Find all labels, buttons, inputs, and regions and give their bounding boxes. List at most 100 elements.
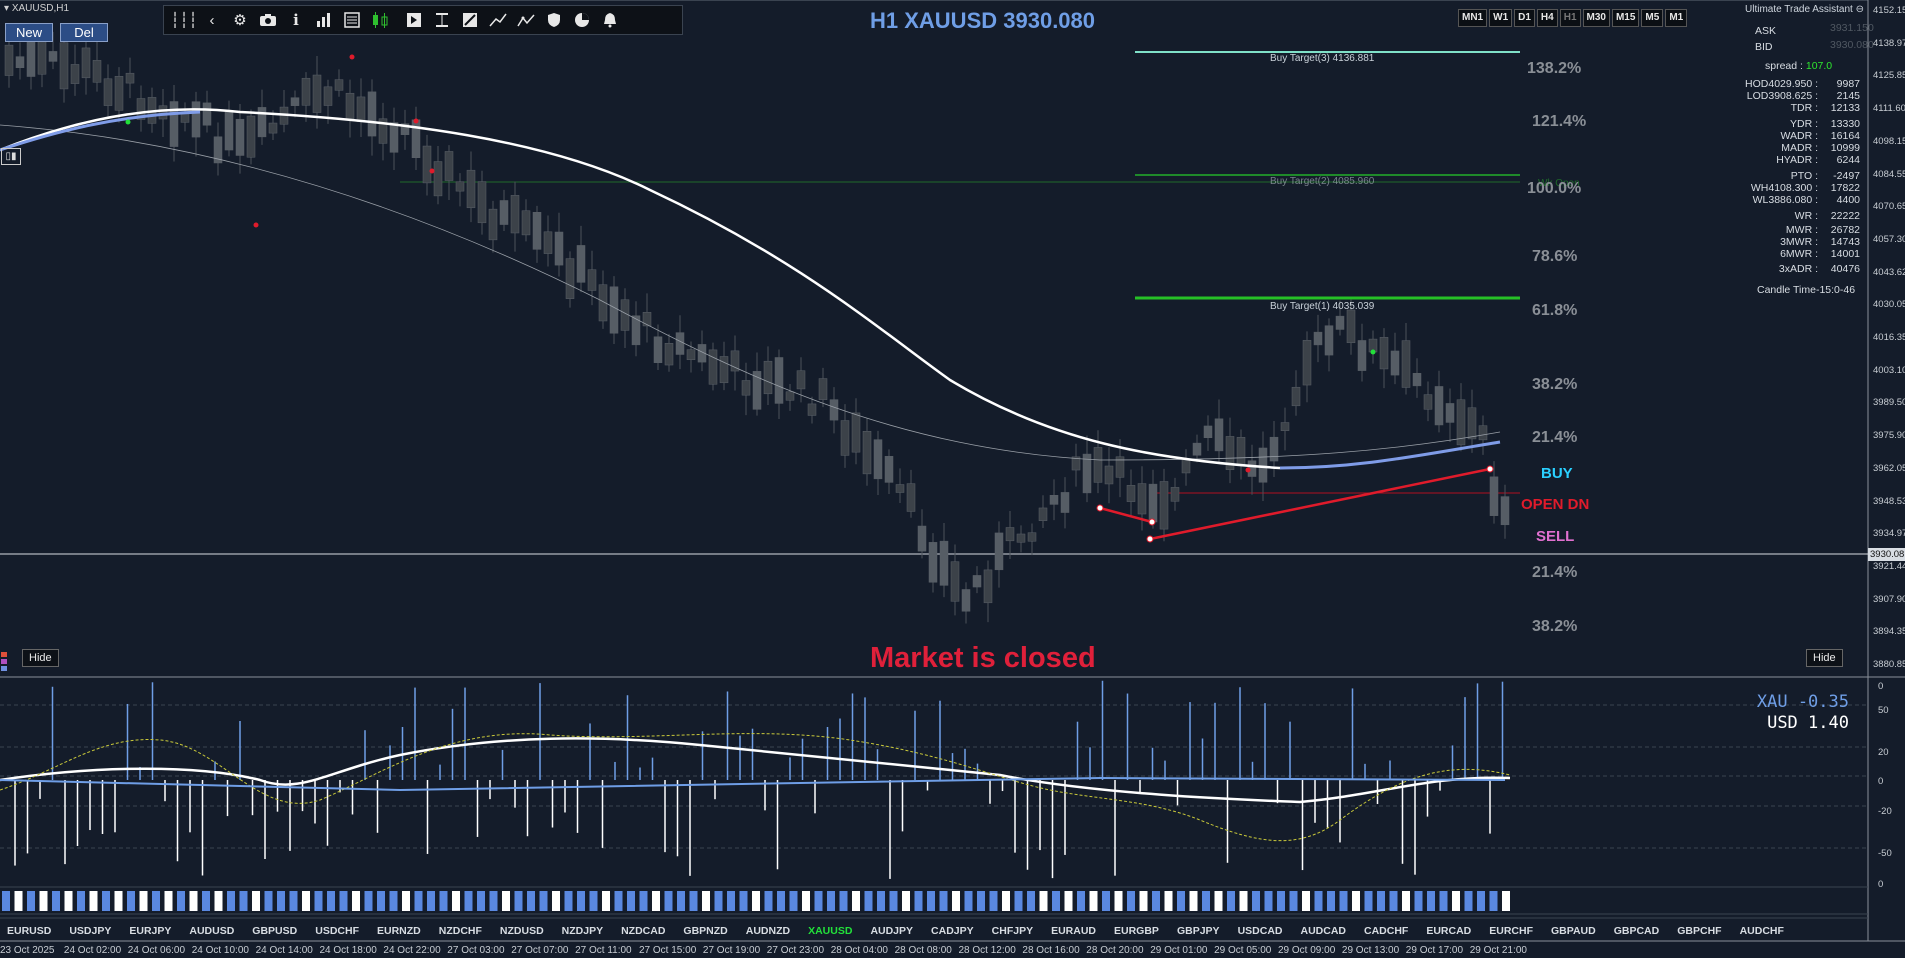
- hide-right-button[interactable]: Hide: [1806, 649, 1843, 667]
- timeframe-w1[interactable]: W1: [1489, 9, 1513, 27]
- candle-body: [444, 151, 454, 181]
- symbol-gbpcad[interactable]: GBPCAD: [1613, 925, 1660, 937]
- bell-icon[interactable]: [596, 8, 624, 32]
- candle-body: [15, 56, 25, 69]
- symbol-cadjpy[interactable]: CADJPY: [931, 925, 974, 937]
- symbol-gbpaud[interactable]: GBPAUD: [1550, 925, 1596, 937]
- timeframe-m15[interactable]: M15: [1611, 9, 1640, 27]
- candle-body: [191, 101, 201, 138]
- symbol-eurjpy[interactable]: EURJPY: [129, 925, 172, 937]
- bar-chart-icon[interactable]: [310, 8, 338, 32]
- uta-stat-label: LOD3908.625 :: [1746, 90, 1818, 102]
- timeframe-m1[interactable]: M1: [1665, 9, 1688, 27]
- strip-block: [689, 891, 698, 911]
- hide-left-button[interactable]: Hide: [22, 649, 59, 667]
- indicator-tick: -20: [1878, 806, 1892, 817]
- symbol-nzdjpy[interactable]: NZDJPY: [561, 925, 604, 937]
- candle-body: [1005, 527, 1015, 542]
- symbol-usdcad[interactable]: USDCAD: [1237, 925, 1283, 937]
- strip-block: [1027, 891, 1035, 911]
- strip-block: [227, 891, 235, 911]
- candle-body: [1412, 373, 1422, 387]
- symbol-usdchf[interactable]: USDCHF: [315, 925, 359, 937]
- candle-body: [1456, 399, 1466, 446]
- strip-block: [89, 891, 98, 911]
- candle-body: [312, 74, 322, 113]
- uta-stat-value: 16164: [1830, 130, 1860, 142]
- info-icon[interactable]: i: [293, 11, 299, 29]
- symbol-nzdusd[interactable]: NZDUSD: [499, 925, 544, 937]
- candle-body: [1269, 436, 1279, 462]
- uta-stat-value: 12133: [1830, 102, 1860, 114]
- new-button[interactable]: New: [5, 23, 53, 42]
- symbol-gbpchf[interactable]: GBPCHF: [1677, 925, 1722, 937]
- candle-body: [587, 269, 597, 291]
- back-arrow-icon[interactable]: ‹: [209, 11, 215, 29]
- symbol-audusd[interactable]: AUDUSD: [189, 925, 235, 937]
- symbol-eurusd[interactable]: EURUSD: [7, 925, 52, 937]
- timeframe-m5[interactable]: M5: [1641, 9, 1664, 27]
- timeframe-h1[interactable]: H1: [1559, 9, 1581, 27]
- candle-body: [1423, 394, 1433, 410]
- symbol-gbpjpy[interactable]: GBPJPY: [1176, 925, 1220, 937]
- timeframe-mn1[interactable]: MN1: [1458, 9, 1488, 27]
- collapse-icon[interactable]: ⊖: [1855, 4, 1864, 15]
- fib-level-label: 61.8%: [1532, 302, 1578, 319]
- candle-body: [290, 97, 300, 106]
- symbol-chfjpy[interactable]: CHFJPY: [991, 925, 1034, 937]
- trend-line-icon[interactable]: [484, 8, 512, 32]
- crosshair-box-icon[interactable]: [400, 8, 428, 32]
- symbol-eurcad[interactable]: EURCAD: [1426, 925, 1472, 937]
- zigzag-icon[interactable]: [512, 8, 540, 32]
- wk-open-label: Wk Open: [1538, 178, 1580, 189]
- symbol-usdjpy[interactable]: USDJPY: [69, 925, 112, 937]
- camera-icon[interactable]: [254, 8, 282, 32]
- candles-icon[interactable]: [366, 8, 394, 32]
- uta-stat-value: 13330: [1830, 118, 1860, 130]
- shield-icon[interactable]: [540, 8, 568, 32]
- candle-body: [1401, 340, 1411, 388]
- fib-level-label: 21.4%: [1532, 564, 1578, 581]
- strip-block: [352, 891, 360, 911]
- candle-body: [1390, 350, 1400, 376]
- gear-icon[interactable]: ⚙: [233, 12, 247, 29]
- list-icon[interactable]: [338, 8, 366, 32]
- symbol-audcad[interactable]: AUDCAD: [1300, 925, 1346, 937]
- indicator-tick: 50: [1878, 705, 1889, 716]
- symbol-audnzd[interactable]: AUDNZD: [745, 925, 791, 937]
- symbol-cadchf[interactable]: CADCHF: [1363, 925, 1409, 937]
- symbol-nzdchf[interactable]: NZDCHF: [438, 925, 482, 937]
- candle-body: [983, 569, 993, 604]
- symbol-nzdcad[interactable]: NZDCAD: [621, 925, 666, 937]
- symbol-eurnzd[interactable]: EURNZD: [376, 925, 421, 937]
- draw-line-icon[interactable]: [456, 8, 484, 32]
- symbol-eurchf[interactable]: EURCHF: [1489, 925, 1533, 937]
- delete-button[interactable]: Del: [60, 23, 108, 42]
- grip-icon[interactable]: ┆┆┆: [170, 12, 198, 29]
- chart-icon-button[interactable]: ▯▮: [1, 148, 21, 165]
- strip-block: [389, 891, 398, 911]
- strip-block: [139, 891, 148, 911]
- symbol-eurgbp[interactable]: EURGBP: [1114, 925, 1159, 937]
- symbol-audjpy[interactable]: AUDJPY: [870, 925, 914, 937]
- ma-blue-right: [1279, 440, 1501, 470]
- timeframe-m30[interactable]: M30: [1582, 9, 1610, 27]
- symbol-euraud[interactable]: EURAUD: [1051, 925, 1097, 937]
- strip-block: [1077, 891, 1085, 911]
- symbol-audchf[interactable]: AUDCHF: [1739, 925, 1784, 937]
- strip-block: [1277, 891, 1285, 911]
- symbol-xauusd[interactable]: XAUUSD: [808, 925, 853, 937]
- price-tick: 4138.97: [1873, 37, 1905, 49]
- timeframe-d1[interactable]: D1: [1514, 9, 1535, 27]
- symbol-gbpusd[interactable]: GBPUSD: [252, 925, 298, 937]
- strip-block: [539, 891, 548, 911]
- vertical-measure-icon[interactable]: [428, 8, 456, 32]
- timeframe-h4[interactable]: H4: [1536, 9, 1558, 27]
- symbol-gbpnzd[interactable]: GBPNZD: [683, 925, 728, 937]
- buy-signal: BUY: [1541, 465, 1573, 482]
- candle-body: [1258, 447, 1268, 483]
- date-tick: 29 Oct 17:00: [1405, 945, 1464, 956]
- strip-block: [164, 891, 173, 911]
- pie-icon[interactable]: [568, 8, 596, 32]
